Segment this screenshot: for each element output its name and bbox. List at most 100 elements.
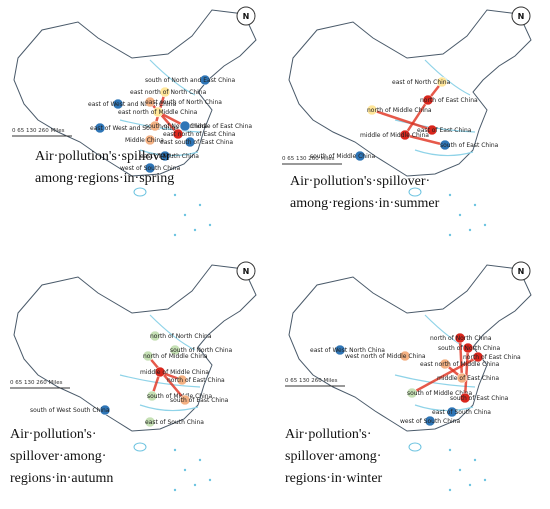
region-label: south of Middle China <box>310 153 376 160</box>
scale-label: 0 65 130 260 Miles <box>282 156 335 162</box>
region-node <box>142 350 154 362</box>
region-label: east north of North China <box>130 89 207 96</box>
region-node <box>366 104 378 116</box>
region-node <box>169 344 181 356</box>
north-arrow <box>511 6 531 26</box>
region-label: north of North China <box>150 333 212 340</box>
region-node <box>399 350 411 362</box>
region-label: north of Middle China <box>143 353 208 360</box>
region-label: south of Middle China <box>407 390 473 397</box>
island-dot <box>468 228 472 232</box>
region-label: east of South China <box>432 409 491 416</box>
north-arrow <box>236 6 256 26</box>
north-arrow <box>236 261 256 281</box>
island-dot <box>173 448 177 452</box>
caption-line: among·regions·in·summer <box>290 196 440 211</box>
region-label: south of North China <box>145 123 208 130</box>
north-label: N <box>518 267 525 276</box>
region-node <box>94 122 106 134</box>
region-label: east of West North China <box>310 347 385 354</box>
region-node <box>154 366 166 378</box>
region-node <box>439 139 451 151</box>
spillover-edge <box>149 101 179 135</box>
north-label: N <box>243 12 250 21</box>
region-node <box>144 162 156 174</box>
island-dot <box>208 223 212 227</box>
island <box>133 442 147 452</box>
north-label: N <box>243 267 250 276</box>
island-dot <box>448 193 452 197</box>
island-dot <box>448 448 452 452</box>
region-node <box>172 128 184 140</box>
region-node <box>146 390 158 402</box>
region-node <box>426 124 438 136</box>
region-label: south of East China <box>440 142 499 149</box>
region-label: west north of Middle China <box>345 353 426 360</box>
island-dot <box>183 468 187 472</box>
spillover-edge <box>403 99 430 136</box>
region-node <box>112 98 124 110</box>
region-node <box>472 351 484 363</box>
north-label: N <box>518 12 525 21</box>
region-label: east north of East China <box>163 131 236 138</box>
island-dot <box>173 488 177 492</box>
region-node <box>454 332 466 344</box>
region-node <box>456 372 468 384</box>
island-dot <box>458 468 462 472</box>
region-label: north of Middle China <box>367 107 432 114</box>
region-label: north of North China <box>430 335 492 342</box>
region-node <box>176 374 188 386</box>
region-node <box>462 342 474 354</box>
scale-label: 0 65 130 260 Miles <box>285 378 338 384</box>
region-node <box>439 358 451 370</box>
region-label: north of East China <box>463 354 521 361</box>
island-dot <box>198 458 202 462</box>
region-node <box>144 96 156 108</box>
spillover-edge <box>463 347 470 399</box>
country-outline <box>13 9 257 177</box>
region-node <box>459 392 471 404</box>
region-label: east of West and North China <box>88 101 176 108</box>
region-label: east of West and South China <box>90 125 179 132</box>
region-label: east of East China <box>417 127 472 134</box>
spillover-edge <box>411 355 479 395</box>
region-label: east south of North China <box>145 99 222 106</box>
region-node <box>424 415 436 427</box>
region-label: east north of Middle China <box>420 361 500 368</box>
caption-line: spillover·among· <box>285 449 381 464</box>
region-node <box>179 120 191 132</box>
region-label: west of South China <box>400 418 460 425</box>
caption-line: spillover·among· <box>10 449 106 464</box>
region-label: north of East China <box>420 97 478 104</box>
river <box>119 314 201 412</box>
island-dot <box>483 223 487 227</box>
region-label: east of North China <box>392 79 451 86</box>
caption-line: Air·pollution's·spillover· <box>290 174 430 189</box>
spillover-edge <box>147 355 186 401</box>
island-dot <box>193 483 197 487</box>
island <box>133 187 147 197</box>
region-node <box>436 76 448 88</box>
island-dot <box>198 203 202 207</box>
region-label: south of Middle China <box>147 393 213 400</box>
region-node <box>184 136 196 148</box>
region-label: west of South China <box>120 165 180 172</box>
region-node <box>144 416 156 428</box>
region-node <box>144 134 156 146</box>
region-label: south of North China <box>170 347 233 354</box>
region-label: middle of Middle China <box>360 132 429 139</box>
region-label: south of North China <box>438 345 501 352</box>
region-label: middle of Middle China <box>140 369 209 376</box>
region-label: south of East China <box>450 395 509 402</box>
region-label: middle of East China <box>437 375 499 382</box>
region-node <box>199 74 211 86</box>
region-node <box>159 150 171 162</box>
region-node <box>159 86 171 98</box>
region-label: east of South China <box>145 419 204 426</box>
region-label: east of South China <box>140 153 199 160</box>
region-node <box>149 120 161 132</box>
region-node <box>149 330 161 342</box>
island-dot <box>173 193 177 197</box>
north-arrow <box>511 261 531 281</box>
region-label: east south of East China <box>160 139 233 146</box>
